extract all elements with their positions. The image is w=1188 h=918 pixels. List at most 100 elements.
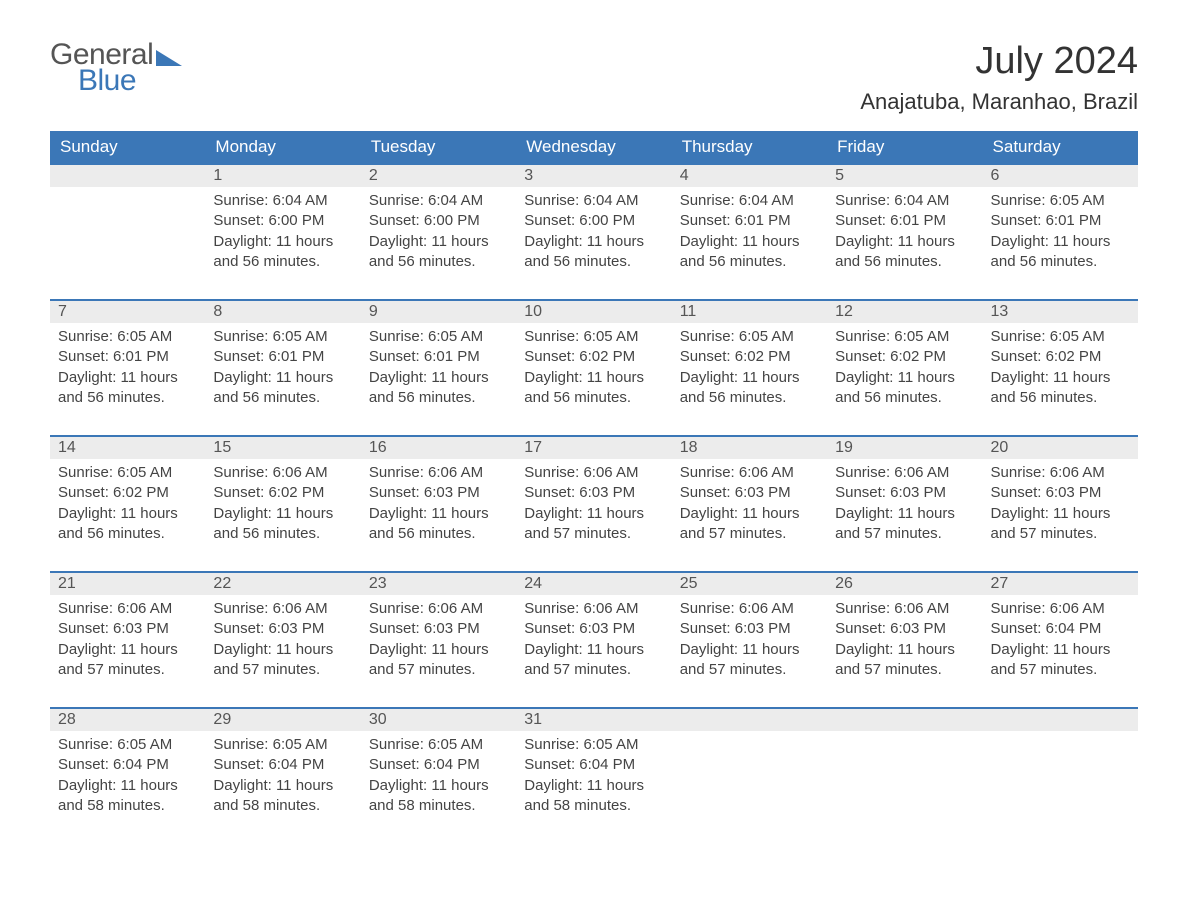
daylight-text-line2: and 57 minutes. [680, 660, 819, 680]
sunrise-text: Sunrise: 6:06 AM [524, 599, 663, 619]
daylight-text-line2: and 56 minutes. [835, 388, 974, 408]
sunset-text: Sunset: 6:00 PM [524, 211, 663, 231]
calendar-day-cell [827, 707, 982, 843]
calendar-day-cell: 26Sunrise: 6:06 AMSunset: 6:03 PMDayligh… [827, 571, 982, 707]
daylight-text-line2: and 56 minutes. [213, 252, 352, 272]
sunset-text: Sunset: 6:03 PM [835, 619, 974, 639]
sunset-text: Sunset: 6:02 PM [835, 347, 974, 367]
daylight-text-line1: Daylight: 11 hours [991, 640, 1130, 660]
sunrise-text: Sunrise: 6:05 AM [58, 327, 197, 347]
day-details: Sunrise: 6:05 AMSunset: 6:01 PMDaylight:… [361, 323, 516, 416]
day-number: 29 [205, 707, 360, 731]
daylight-text-line2: and 56 minutes. [524, 388, 663, 408]
sunrise-text: Sunrise: 6:05 AM [58, 735, 197, 755]
daylight-text-line1: Daylight: 11 hours [58, 504, 197, 524]
sunset-text: Sunset: 6:04 PM [369, 755, 508, 775]
calendar-day-cell: 18Sunrise: 6:06 AMSunset: 6:03 PMDayligh… [672, 435, 827, 571]
day-details: Sunrise: 6:06 AMSunset: 6:03 PMDaylight:… [361, 595, 516, 688]
daylight-text-line1: Daylight: 11 hours [213, 368, 352, 388]
calendar-day-cell [50, 163, 205, 299]
day-details: Sunrise: 6:05 AMSunset: 6:02 PMDaylight:… [983, 323, 1138, 416]
day-details: Sunrise: 6:06 AMSunset: 6:02 PMDaylight:… [205, 459, 360, 552]
daylight-text-line1: Daylight: 11 hours [991, 368, 1130, 388]
calendar-day-cell: 22Sunrise: 6:06 AMSunset: 6:03 PMDayligh… [205, 571, 360, 707]
day-number: 23 [361, 571, 516, 595]
daylight-text-line1: Daylight: 11 hours [524, 368, 663, 388]
daylight-text-line1: Daylight: 11 hours [369, 504, 508, 524]
location-subtitle: Anajatuba, Maranhao, Brazil [860, 89, 1138, 115]
day-details: Sunrise: 6:06 AMSunset: 6:03 PMDaylight:… [672, 595, 827, 688]
day-details: Sunrise: 6:06 AMSunset: 6:04 PMDaylight:… [983, 595, 1138, 688]
day-details: Sunrise: 6:06 AMSunset: 6:03 PMDaylight:… [50, 595, 205, 688]
daylight-text-line2: and 57 minutes. [213, 660, 352, 680]
calendar-week-row: 1Sunrise: 6:04 AMSunset: 6:00 PMDaylight… [50, 163, 1138, 299]
daylight-text-line2: and 56 minutes. [369, 252, 508, 272]
day-details: Sunrise: 6:04 AMSunset: 6:01 PMDaylight:… [827, 187, 982, 280]
calendar-day-cell: 3Sunrise: 6:04 AMSunset: 6:00 PMDaylight… [516, 163, 671, 299]
daylight-text-line2: and 57 minutes. [369, 660, 508, 680]
sunrise-text: Sunrise: 6:05 AM [369, 327, 508, 347]
day-number: 9 [361, 299, 516, 323]
daylight-text-line1: Daylight: 11 hours [680, 368, 819, 388]
calendar-day-cell: 16Sunrise: 6:06 AMSunset: 6:03 PMDayligh… [361, 435, 516, 571]
daylight-text-line1: Daylight: 11 hours [369, 640, 508, 660]
daylight-text-line2: and 56 minutes. [213, 524, 352, 544]
day-number: 16 [361, 435, 516, 459]
calendar-day-cell: 21Sunrise: 6:06 AMSunset: 6:03 PMDayligh… [50, 571, 205, 707]
day-details: Sunrise: 6:06 AMSunset: 6:03 PMDaylight:… [827, 459, 982, 552]
daylight-text-line1: Daylight: 11 hours [369, 232, 508, 252]
day-details: Sunrise: 6:04 AMSunset: 6:00 PMDaylight:… [516, 187, 671, 280]
sunrise-text: Sunrise: 6:05 AM [680, 327, 819, 347]
day-details: Sunrise: 6:05 AMSunset: 6:02 PMDaylight:… [50, 459, 205, 552]
calendar-day-cell: 25Sunrise: 6:06 AMSunset: 6:03 PMDayligh… [672, 571, 827, 707]
daylight-text-line2: and 57 minutes. [991, 660, 1130, 680]
day-number: 20 [983, 435, 1138, 459]
day-number: 27 [983, 571, 1138, 595]
daylight-text-line2: and 56 minutes. [835, 252, 974, 272]
sunset-text: Sunset: 6:03 PM [680, 619, 819, 639]
day-number: 14 [50, 435, 205, 459]
daylight-text-line1: Daylight: 11 hours [213, 232, 352, 252]
daylight-text-line2: and 56 minutes. [213, 388, 352, 408]
sunrise-text: Sunrise: 6:06 AM [58, 599, 197, 619]
daylight-text-line2: and 56 minutes. [680, 252, 819, 272]
day-details: Sunrise: 6:05 AMSunset: 6:02 PMDaylight:… [516, 323, 671, 416]
day-number: 22 [205, 571, 360, 595]
day-number: 25 [672, 571, 827, 595]
day-details: Sunrise: 6:05 AMSunset: 6:01 PMDaylight:… [50, 323, 205, 416]
day-details: Sunrise: 6:05 AMSunset: 6:04 PMDaylight:… [361, 731, 516, 824]
empty-day-top [827, 707, 982, 731]
day-number: 17 [516, 435, 671, 459]
day-number: 3 [516, 163, 671, 187]
calendar-day-cell: 28Sunrise: 6:05 AMSunset: 6:04 PMDayligh… [50, 707, 205, 843]
sunrise-text: Sunrise: 6:06 AM [524, 463, 663, 483]
sunrise-text: Sunrise: 6:05 AM [369, 735, 508, 755]
daylight-text-line1: Daylight: 11 hours [213, 504, 352, 524]
page-header: General Blue July 2024 Anajatuba, Maranh… [50, 40, 1138, 115]
weekday-header: Monday [205, 131, 360, 163]
day-number: 26 [827, 571, 982, 595]
calendar-day-cell: 10Sunrise: 6:05 AMSunset: 6:02 PMDayligh… [516, 299, 671, 435]
sunset-text: Sunset: 6:02 PM [58, 483, 197, 503]
sunrise-text: Sunrise: 6:06 AM [369, 463, 508, 483]
calendar-day-cell: 5Sunrise: 6:04 AMSunset: 6:01 PMDaylight… [827, 163, 982, 299]
day-number: 30 [361, 707, 516, 731]
daylight-text-line2: and 56 minutes. [991, 388, 1130, 408]
sunrise-text: Sunrise: 6:05 AM [213, 735, 352, 755]
sunrise-text: Sunrise: 6:06 AM [991, 463, 1130, 483]
day-number: 6 [983, 163, 1138, 187]
day-number: 18 [672, 435, 827, 459]
daylight-text-line1: Daylight: 11 hours [58, 640, 197, 660]
sunset-text: Sunset: 6:04 PM [991, 619, 1130, 639]
calendar-day-cell: 31Sunrise: 6:05 AMSunset: 6:04 PMDayligh… [516, 707, 671, 843]
sunset-text: Sunset: 6:03 PM [213, 619, 352, 639]
sunrise-text: Sunrise: 6:05 AM [991, 191, 1130, 211]
sunset-text: Sunset: 6:01 PM [58, 347, 197, 367]
sunrise-text: Sunrise: 6:06 AM [680, 463, 819, 483]
sunrise-text: Sunrise: 6:05 AM [991, 327, 1130, 347]
daylight-text-line2: and 57 minutes. [680, 524, 819, 544]
day-number: 12 [827, 299, 982, 323]
daylight-text-line2: and 58 minutes. [213, 796, 352, 816]
sunset-text: Sunset: 6:03 PM [680, 483, 819, 503]
sunset-text: Sunset: 6:04 PM [58, 755, 197, 775]
